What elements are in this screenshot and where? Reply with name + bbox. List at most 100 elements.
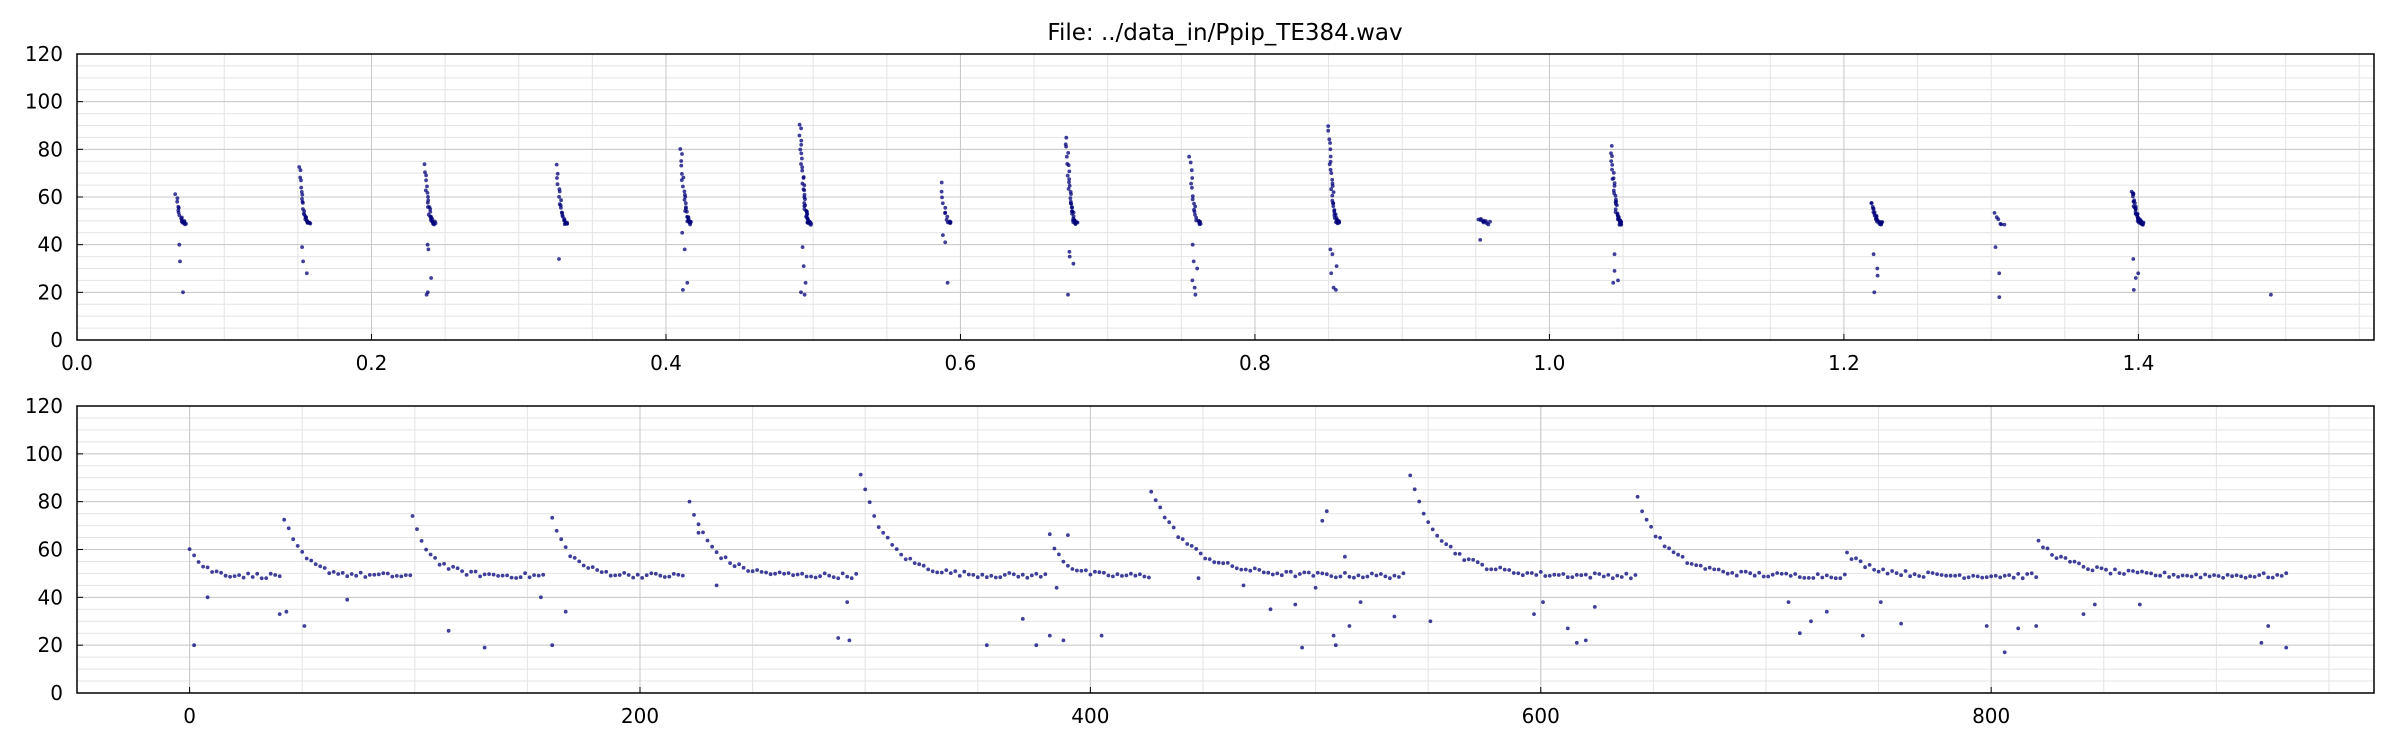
data-point [1324, 572, 1329, 577]
data-point [1333, 643, 1338, 648]
data-point [2230, 574, 2235, 579]
data-point [1863, 565, 1867, 570]
data-point [1635, 494, 1640, 499]
top-ticks: 0 20 40 60 80 100 120 0.0 0.2 0.4 0.6 0.8 1.0 1.2 1.4 [25, 42, 2155, 375]
data-point [1489, 567, 1494, 572]
data-point [568, 554, 573, 559]
data-point [799, 151, 804, 156]
data-point [1829, 575, 1834, 580]
data-point [1532, 612, 1536, 616]
data-point [944, 568, 949, 572]
data-point [845, 574, 850, 579]
data-point [1025, 575, 1030, 580]
y-tick-label: 120 [25, 42, 63, 66]
data-point [1565, 626, 1570, 631]
data-point [1649, 524, 1653, 529]
data-point [423, 170, 427, 175]
data-point [1462, 558, 1467, 562]
data-point [205, 595, 210, 600]
data-point [541, 572, 546, 577]
data-point [1392, 573, 1397, 578]
data-point [1047, 633, 1052, 638]
data-point [1268, 607, 1273, 612]
data-point [1644, 517, 1649, 522]
data-point [2284, 645, 2289, 650]
data-point [696, 522, 701, 527]
data-point [984, 643, 989, 648]
data-point [1444, 542, 1449, 547]
data-point [802, 188, 807, 193]
data-point [890, 543, 895, 547]
data-point [2284, 571, 2289, 576]
data-point [1671, 550, 1676, 555]
data-point [993, 575, 998, 580]
data-point [1619, 220, 1623, 225]
data-point [1065, 173, 1070, 178]
data-point [899, 552, 904, 557]
data-point [644, 573, 649, 578]
data-point [1324, 509, 1329, 514]
data-point [1574, 573, 1579, 577]
data-point [622, 571, 627, 575]
data-point [1629, 576, 1633, 581]
x-tick-label: 1.4 [2123, 351, 2155, 375]
data-point [1457, 552, 1462, 556]
data-point [635, 572, 640, 577]
data-point [1188, 160, 1193, 165]
data-point [943, 205, 948, 210]
data-point [1370, 571, 1374, 576]
data-point [300, 192, 305, 197]
data-point [1064, 154, 1069, 159]
data-point [408, 573, 413, 578]
data-point [300, 197, 304, 201]
x-tick-label: 1.2 [1828, 351, 1860, 375]
data-point [1193, 204, 1198, 209]
data-point [1066, 563, 1070, 568]
data-point [1306, 570, 1311, 575]
data-point [557, 195, 561, 199]
data-point [1124, 573, 1129, 578]
data-point [799, 162, 803, 166]
data-point [827, 573, 832, 578]
data-point [232, 574, 237, 578]
data-point [1020, 572, 1025, 577]
data-point [2239, 574, 2244, 579]
data-point [719, 556, 723, 561]
data-point [1358, 600, 1363, 604]
data-point [1601, 574, 1606, 579]
data-point [177, 213, 182, 218]
data-point [437, 562, 442, 567]
x-tick-label: 0.0 [61, 351, 93, 375]
data-point [1721, 569, 1726, 574]
data-point [1020, 617, 1025, 621]
data-point [903, 557, 908, 562]
data-point [550, 515, 555, 520]
data-point [419, 539, 424, 543]
data-point [1872, 567, 1876, 572]
data-point [219, 570, 224, 575]
data-point [768, 572, 773, 577]
data-point [791, 573, 795, 578]
data-point [1824, 609, 1829, 614]
data-point [1243, 567, 1248, 572]
data-point [1331, 204, 1336, 209]
data-point [1088, 572, 1093, 577]
data-point [1347, 574, 1352, 579]
data-point [1190, 242, 1195, 247]
data-point [653, 571, 658, 576]
data-point [1999, 222, 2004, 227]
data-point [1547, 573, 1552, 578]
data-point [2189, 574, 2194, 579]
data-point [554, 528, 559, 533]
data-point [2162, 570, 2167, 575]
data-point [953, 569, 958, 573]
data-point [1239, 567, 1244, 572]
data-point [971, 573, 976, 577]
data-point [469, 569, 473, 574]
y-tick-label: 40 [38, 233, 63, 257]
data-point [2117, 571, 2122, 575]
data-point [1653, 534, 1658, 539]
data-point [683, 201, 688, 206]
data-point [1583, 572, 1588, 577]
data-point [1347, 624, 1352, 628]
